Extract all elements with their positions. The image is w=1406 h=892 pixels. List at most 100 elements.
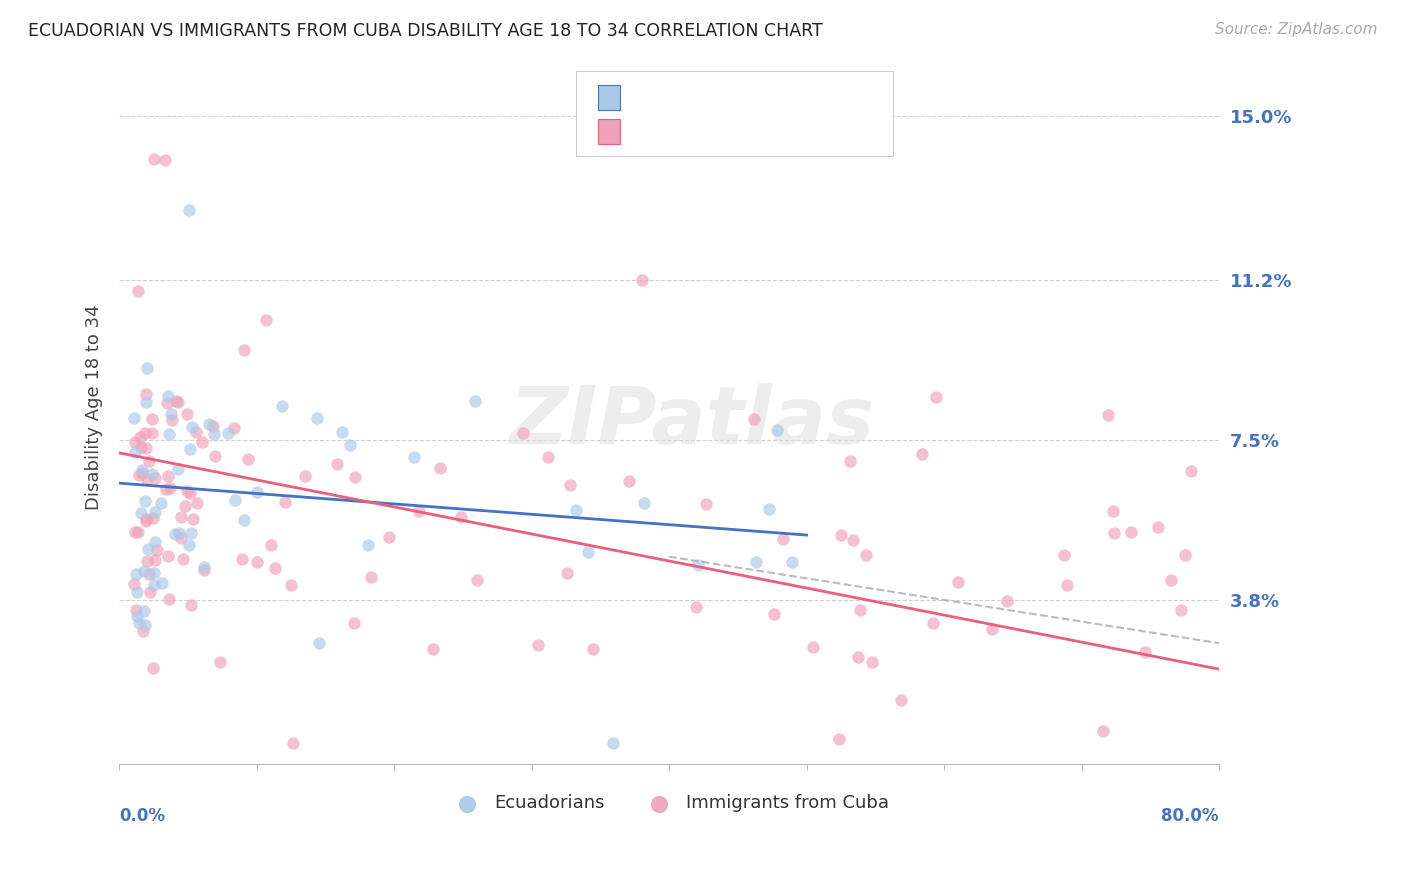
Point — [204, 427, 226, 442]
Point — [129, 440, 152, 454]
Point — [141, 426, 163, 441]
Point — [830, 527, 852, 541]
Point — [343, 616, 366, 631]
Point — [135, 441, 157, 455]
Point — [160, 413, 183, 427]
Point — [224, 493, 246, 508]
Point — [246, 555, 269, 569]
Point — [180, 598, 202, 612]
Point — [159, 407, 181, 421]
Point — [124, 445, 146, 459]
Point — [254, 312, 277, 326]
Point — [135, 394, 157, 409]
Point — [127, 609, 149, 624]
Point — [136, 542, 159, 557]
Point — [134, 617, 156, 632]
Point — [429, 460, 451, 475]
Point — [141, 411, 163, 425]
Point — [165, 527, 187, 541]
Point — [180, 525, 202, 540]
Point — [280, 578, 302, 592]
Point — [1052, 548, 1074, 562]
Point — [555, 566, 578, 580]
Point — [1170, 602, 1192, 616]
Point — [925, 390, 948, 404]
Point — [125, 566, 148, 581]
Point — [145, 542, 167, 557]
Point — [846, 649, 869, 664]
Point — [191, 434, 214, 449]
Point — [1174, 548, 1197, 562]
Point — [135, 386, 157, 401]
Point — [170, 509, 193, 524]
Point — [849, 603, 872, 617]
Point — [122, 577, 145, 591]
Point — [143, 578, 166, 592]
Point — [124, 524, 146, 539]
Point — [688, 558, 710, 572]
Point — [772, 532, 794, 546]
Point — [179, 486, 201, 500]
Point — [231, 552, 253, 566]
Point — [1180, 464, 1202, 478]
Text: 0.0%: 0.0% — [120, 807, 166, 825]
Point — [165, 394, 187, 409]
Point — [166, 462, 188, 476]
Point — [766, 423, 789, 437]
Point — [159, 481, 181, 495]
Point — [141, 467, 163, 482]
Point — [127, 525, 149, 540]
Point — [131, 466, 153, 480]
Point — [997, 594, 1019, 608]
Point — [1146, 520, 1168, 534]
Point — [176, 484, 198, 499]
Point — [558, 478, 581, 492]
Point — [232, 513, 254, 527]
Point — [758, 502, 780, 516]
Point — [143, 553, 166, 567]
Point — [142, 661, 165, 675]
Point — [208, 655, 231, 669]
Point — [762, 607, 785, 622]
Point — [181, 512, 204, 526]
Point — [125, 584, 148, 599]
Y-axis label: Disability Age 18 to 34: Disability Age 18 to 34 — [86, 305, 103, 510]
Point — [172, 552, 194, 566]
Point — [155, 153, 177, 168]
Point — [132, 564, 155, 578]
Point — [156, 396, 179, 410]
Point — [602, 736, 624, 750]
Point — [564, 503, 586, 517]
Point — [180, 420, 202, 434]
Point — [1104, 526, 1126, 541]
Point — [260, 538, 283, 552]
Point — [408, 504, 430, 518]
Point — [526, 638, 548, 652]
Point — [273, 494, 295, 508]
Point — [619, 475, 641, 489]
Text: R = −0.413   N = 119: R = −0.413 N = 119 — [631, 122, 827, 141]
Legend: Ecuadorians, Immigrants from Cuba: Ecuadorians, Immigrants from Cuba — [441, 787, 896, 820]
Point — [176, 407, 198, 421]
Point — [186, 496, 208, 510]
Point — [270, 399, 292, 413]
Point — [142, 152, 165, 166]
Point — [695, 497, 717, 511]
Point — [742, 411, 765, 425]
Point — [204, 449, 226, 463]
Point — [124, 435, 146, 450]
Point — [128, 468, 150, 483]
Point — [222, 421, 245, 435]
Point — [326, 457, 349, 471]
Point — [134, 426, 156, 441]
Point — [330, 425, 353, 439]
Point — [343, 470, 366, 484]
Point — [450, 510, 472, 524]
Point — [155, 483, 177, 497]
Point — [134, 493, 156, 508]
Point — [1121, 524, 1143, 539]
Point — [184, 425, 207, 439]
Point — [855, 549, 877, 563]
Point — [1102, 503, 1125, 517]
Point — [578, 545, 600, 559]
